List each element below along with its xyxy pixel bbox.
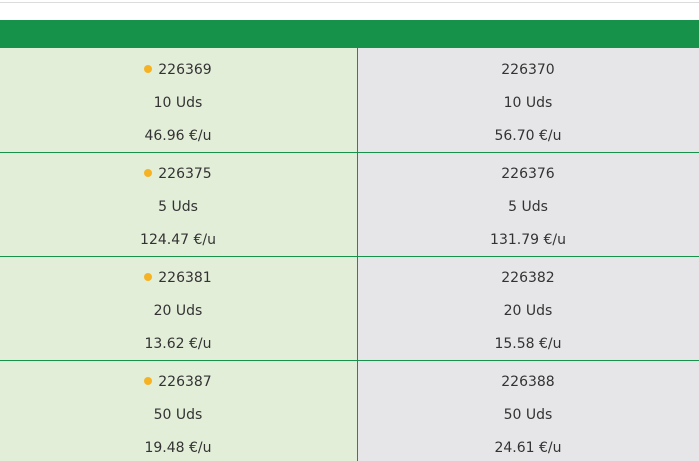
price-text: 46.96 €/u: [144, 128, 212, 144]
highlight-dot: [144, 377, 153, 385]
qty-text: 20 Uds: [153, 303, 203, 319]
qty-text: 10 Uds: [153, 95, 203, 111]
cell-code: 226382: [358, 268, 698, 288]
cell-code: 226376: [358, 164, 698, 184]
cell-qty: 50 Uds: [8, 405, 348, 425]
cell-price: 15.58 €/u: [358, 334, 698, 354]
cell-code: 226381: [8, 268, 348, 288]
qty-text: 50 Uds: [503, 407, 553, 423]
right-column: [358, 48, 699, 461]
code-text: 226388: [501, 374, 555, 390]
code-text: 226376: [501, 166, 555, 182]
code-text: 226375: [158, 166, 212, 182]
price-text: 124.47 €/u: [140, 232, 216, 248]
cell-code: 226387: [8, 372, 348, 392]
price-text: 19.48 €/u: [144, 440, 212, 456]
price-text: 15.58 €/u: [494, 336, 562, 352]
qty-text: 50 Uds: [153, 407, 203, 423]
code-text: 226370: [501, 62, 555, 78]
cell-price: 124.47 €/u: [8, 230, 348, 250]
cell-price: 46.96 €/u: [8, 126, 348, 146]
cell-code: 226388: [358, 372, 698, 392]
price-text: 131.79 €/u: [490, 232, 566, 248]
highlight-dot: [144, 169, 153, 177]
price-text: 24.61 €/u: [494, 440, 562, 456]
cell-qty: 10 Uds: [358, 93, 698, 113]
cell-qty: 50 Uds: [358, 405, 698, 425]
cell-qty: 20 Uds: [8, 301, 348, 321]
highlight-dot: [144, 65, 153, 73]
cell-price: 13.62 €/u: [8, 334, 348, 354]
qty-text: 20 Uds: [503, 303, 553, 319]
left-column: [0, 48, 357, 461]
cell-price: 19.48 €/u: [8, 438, 348, 458]
qty-text: 5 Uds: [158, 199, 198, 215]
code-text: 226381: [158, 270, 212, 286]
cell-price: 24.61 €/u: [358, 438, 698, 458]
price-text: 56.70 €/u: [494, 128, 562, 144]
code-text: 226369: [158, 62, 212, 78]
top-border: [0, 2, 699, 3]
row-separator: [0, 256, 699, 257]
column-divider: [357, 48, 358, 461]
cell-qty: 20 Uds: [358, 301, 698, 321]
cell-qty: 5 Uds: [8, 197, 348, 217]
qty-text: 5 Uds: [508, 199, 548, 215]
cell-qty: 5 Uds: [358, 197, 698, 217]
cell-code: 226370: [358, 60, 698, 80]
code-text: 226387: [158, 374, 212, 390]
row-separator: [0, 152, 699, 153]
cell-code: 226375: [8, 164, 348, 184]
cell-code: 226369: [8, 60, 348, 80]
cell-price: 131.79 €/u: [358, 230, 698, 250]
price-text: 13.62 €/u: [144, 336, 212, 352]
qty-text: 10 Uds: [503, 95, 553, 111]
table-header: [0, 20, 699, 48]
row-separator: [0, 360, 699, 361]
code-text: 226382: [501, 270, 555, 286]
cell-price: 56.70 €/u: [358, 126, 698, 146]
highlight-dot: [144, 273, 153, 281]
cell-qty: 10 Uds: [8, 93, 348, 113]
